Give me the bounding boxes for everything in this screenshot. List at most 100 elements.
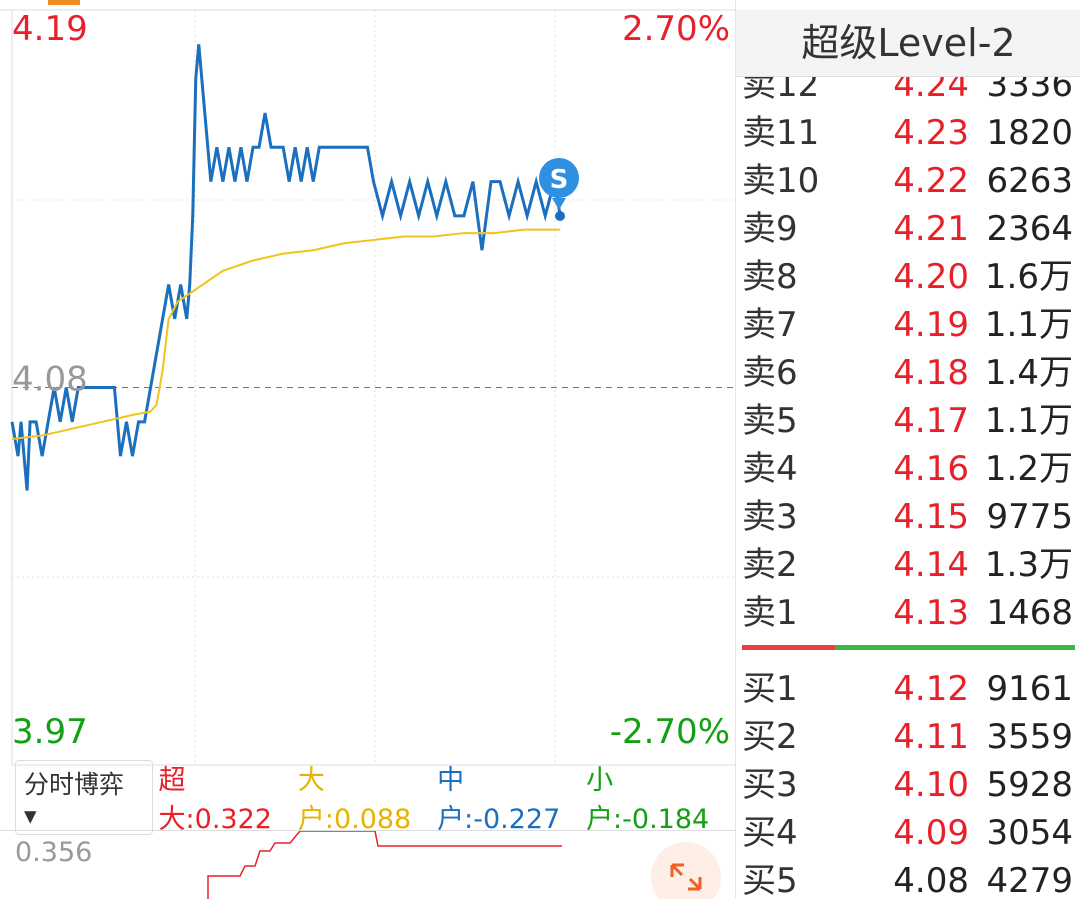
bids-row: 买5 4.08 4279 — [736, 857, 1080, 898]
indicator-value: 0.088 — [333, 804, 412, 835]
level-volume: 1.1万 — [984, 401, 1073, 441]
order-book: 超级Level-2 卖12 4.24 3336 卖11 4.23 1820 卖10 4.22 6… — [735, 0, 1080, 898]
lower-chart: 0.356 — [0, 830, 735, 899]
level-label: 买3 — [742, 765, 798, 805]
price-chart: S 4.19 4.08 3.97 2.70% -2.70% — [0, 0, 735, 766]
level-volume: 1820 — [986, 113, 1073, 153]
level-label: 买1 — [742, 669, 798, 709]
asks-row: 卖1 4.13 1468 — [736, 589, 1080, 637]
lower-svg — [207, 831, 721, 899]
bids-row: 买3 4.10 5928 — [736, 761, 1080, 809]
level-volume: 2364 — [986, 209, 1073, 249]
level-price: 4.20 — [893, 257, 969, 297]
level-label: 买5 — [742, 861, 798, 898]
level-price: 4.15 — [893, 497, 969, 537]
level-volume: 6263 — [986, 161, 1073, 201]
level-volume: 4279 — [986, 861, 1073, 898]
level-price: 4.10 — [893, 765, 969, 805]
asks-row: 卖9 4.21 2364 — [736, 205, 1080, 253]
y-tick-label: 3.97 — [12, 712, 88, 752]
indicator-label: 中户: — [437, 765, 474, 835]
level-price: 4.22 — [893, 161, 969, 201]
order-book-title: 超级Level-2 — [736, 10, 1080, 77]
level-price: 4.13 — [893, 593, 969, 633]
indicator-bar: 分时博弈 ▾ 超大:0.322 大户:0.088 中户:-0.227 小户:-0.18… — [0, 759, 735, 835]
level-price: 4.09 — [893, 813, 969, 853]
level-label: 卖11 — [742, 113, 820, 153]
asks-row: 卖8 4.20 1.6万 — [736, 253, 1080, 301]
level-label: 卖4 — [742, 449, 798, 489]
spread-bar — [742, 645, 1075, 650]
level-price: 4.23 — [893, 113, 969, 153]
indicator-item: 小户:-0.184 — [586, 758, 735, 836]
asks-row: 卖11 4.23 1820 — [736, 109, 1080, 157]
level-volume: 1.2万 — [984, 449, 1073, 489]
level-volume: 1.6万 — [984, 257, 1073, 297]
y-tick-label: 4.08 — [12, 360, 88, 400]
indicator-value: 0.322 — [194, 804, 272, 835]
indicator-label: 大户: — [297, 765, 334, 835]
mode-select[interactable]: 分时博弈 ▾ — [15, 759, 153, 835]
expand-button[interactable] — [651, 842, 721, 899]
bids-row: 买4 4.09 3054 — [736, 809, 1080, 857]
lower-label: 0.356 — [15, 837, 93, 868]
level-volume: 9161 — [986, 669, 1073, 709]
signal-pin — [552, 198, 566, 210]
asks-row: 卖5 4.17 1.1万 — [736, 397, 1080, 445]
level-label: 卖3 — [742, 497, 798, 537]
level-volume: 1.1万 — [984, 305, 1073, 345]
bids-row: 买2 4.11 3559 — [736, 713, 1080, 761]
indicator-label: 小户: — [586, 765, 623, 835]
y2-tick-label: -2.70% — [610, 712, 730, 752]
level-price: 4.19 — [893, 305, 969, 345]
indicator-item: 中户:-0.227 — [437, 758, 586, 836]
level-label: 卖10 — [742, 161, 820, 201]
tab — [48, 0, 80, 5]
level-price: 4.21 — [893, 209, 969, 249]
level-price: 4.16 — [893, 449, 969, 489]
level-label: 买2 — [742, 717, 798, 757]
level-price: 4.18 — [893, 353, 969, 393]
level-label: 卖7 — [742, 305, 798, 345]
level-label: 卖6 — [742, 353, 798, 393]
level-volume: 3054 — [986, 813, 1073, 853]
level-label: 卖2 — [742, 545, 798, 585]
level-volume: 1.3万 — [984, 545, 1073, 585]
level-price: 4.12 — [893, 669, 969, 709]
indicator-value: -0.227 — [473, 804, 561, 835]
level-volume: 9775 — [986, 497, 1073, 537]
bids-row: 买1 4.12 9161 — [736, 665, 1080, 713]
indicator-label: 超大: — [158, 765, 195, 835]
level-volume: 1468 — [986, 593, 1073, 633]
asks-row: 卖4 4.16 1.2万 — [736, 445, 1080, 493]
signal-letter: S — [550, 165, 569, 195]
level-price: 4.11 — [893, 717, 969, 757]
series-line — [11, 228, 561, 440]
level-volume: 1.4万 — [984, 353, 1073, 393]
asks-row: 卖6 4.18 1.4万 — [736, 349, 1080, 397]
asks-row: 卖7 4.19 1.1万 — [736, 301, 1080, 349]
y2-tick-label: 2.70% — [622, 9, 730, 49]
flow-line — [207, 831, 562, 899]
level-label: 买4 — [742, 813, 798, 853]
signal-icon[interactable] — [539, 158, 579, 198]
level-price: 4.17 — [893, 401, 969, 441]
asks-row: 卖2 4.14 1.3万 — [736, 541, 1080, 589]
grid — [12, 10, 735, 765]
indicator-item: 大户:0.088 — [298, 758, 437, 836]
level-price: 4.14 — [893, 545, 969, 585]
last-point — [555, 211, 565, 221]
indicator-value: -0.184 — [622, 804, 710, 835]
level-label: 卖5 — [742, 401, 798, 441]
expand-icon — [670, 863, 702, 891]
level-label: 卖8 — [742, 257, 798, 297]
series-line — [10, 44, 562, 491]
level-volume: 5928 — [986, 765, 1073, 805]
level-volume: 3559 — [986, 717, 1073, 757]
y-tick-label: 4.19 — [12, 9, 88, 49]
indicator-item: 超大:0.322 — [159, 758, 298, 836]
level-price: 4.08 — [893, 861, 969, 898]
asks-row: 卖10 4.22 6263 — [736, 157, 1080, 205]
level-label: 卖1 — [742, 593, 798, 633]
